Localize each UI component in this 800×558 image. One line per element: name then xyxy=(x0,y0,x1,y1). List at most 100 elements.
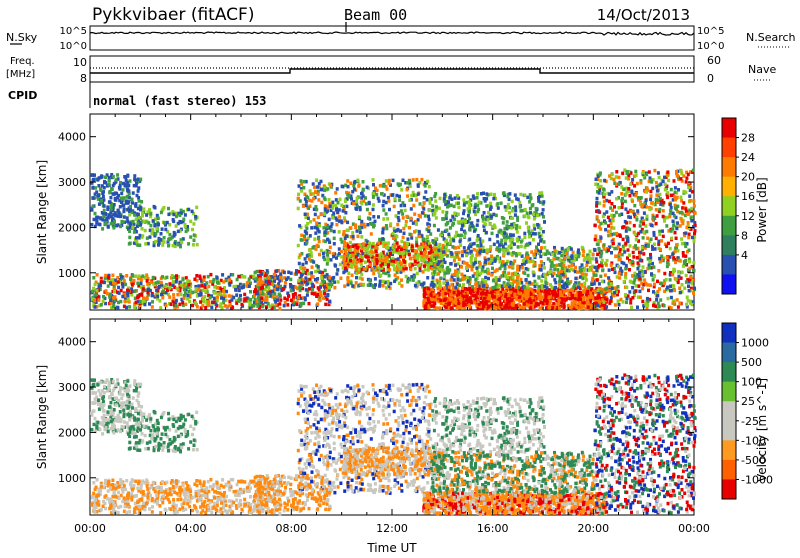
echo-cell xyxy=(408,233,411,237)
echo-cell xyxy=(494,285,497,289)
echo-cell xyxy=(228,283,231,287)
echo-cell xyxy=(385,212,388,216)
echo-cell xyxy=(497,206,500,210)
echo-cell xyxy=(91,186,94,190)
echo-cell xyxy=(335,198,338,202)
echo-cell xyxy=(127,298,130,302)
echo-cell xyxy=(303,180,306,184)
echo-cell xyxy=(124,300,127,304)
echo-cell xyxy=(126,174,129,178)
echo-cell xyxy=(507,226,510,230)
echo-cell xyxy=(526,285,529,289)
echo-cell xyxy=(488,297,491,301)
nsearch-tick-bottom: 10^0 xyxy=(697,41,724,52)
echo-cell xyxy=(561,247,564,251)
echo-cell xyxy=(103,204,106,208)
echo-cell xyxy=(144,229,147,233)
echo-cell xyxy=(121,295,124,299)
echo-cell xyxy=(470,257,473,261)
echo-cell xyxy=(562,273,565,277)
echo-cell xyxy=(405,275,408,279)
echo-cell xyxy=(196,305,199,309)
echo-cell xyxy=(189,220,192,224)
echo-cell xyxy=(244,298,247,302)
echo-cell xyxy=(470,301,473,305)
echo-cell xyxy=(544,277,547,281)
echo-cell xyxy=(298,285,301,289)
echo-cell xyxy=(538,235,541,239)
echo-cell xyxy=(539,250,542,254)
echo-cell xyxy=(505,208,508,212)
echo-cell xyxy=(310,226,313,230)
echo-cell xyxy=(543,266,546,270)
echo-cell xyxy=(143,220,146,224)
echo-cell xyxy=(118,211,121,215)
echo-cell xyxy=(413,275,416,279)
echo-cell xyxy=(459,240,462,244)
echo-cell xyxy=(351,253,354,257)
echo-cell xyxy=(136,243,139,247)
echo-cell xyxy=(117,301,120,305)
echo-cell xyxy=(180,241,183,245)
echo-cell xyxy=(459,234,462,238)
echo-cell xyxy=(372,272,375,276)
echo-cell xyxy=(360,220,363,224)
echo-cell xyxy=(204,306,207,310)
echo-cell xyxy=(315,208,318,212)
echo-cell xyxy=(449,240,452,244)
echo-cell xyxy=(329,204,332,208)
echo-cell xyxy=(413,255,416,259)
echo-cell xyxy=(479,262,482,266)
echo-cell xyxy=(381,231,384,235)
echo-cell xyxy=(328,218,331,222)
echo-cell xyxy=(374,277,377,281)
echo-cell xyxy=(358,215,361,219)
echo-cell xyxy=(550,265,553,269)
echo-cell xyxy=(382,280,385,284)
echo-cell xyxy=(352,235,355,239)
echo-cell xyxy=(109,200,112,204)
echo-cell xyxy=(134,289,137,293)
echo-cell xyxy=(372,242,375,246)
echo-cell xyxy=(389,282,392,286)
echo-cell xyxy=(474,288,477,292)
echo-cell xyxy=(97,184,100,188)
echo-cell xyxy=(317,216,320,220)
echo-cell xyxy=(107,284,110,288)
echo-cell xyxy=(217,281,220,285)
echo-cell xyxy=(477,234,480,238)
echo-cell xyxy=(528,200,531,204)
echo-cell xyxy=(438,207,441,211)
echo-cell xyxy=(354,207,357,211)
echo-cell xyxy=(300,189,303,193)
echo-cell xyxy=(496,240,499,244)
echo-cell xyxy=(259,290,262,294)
echo-cell xyxy=(400,278,403,282)
echo-cell xyxy=(309,220,312,224)
echo-cell xyxy=(164,285,167,289)
echo-cell xyxy=(125,306,128,310)
echo-cell xyxy=(313,237,316,241)
echo-cell xyxy=(403,232,406,236)
echo-cell xyxy=(400,188,403,192)
echo-cell xyxy=(589,291,592,295)
echo-cell xyxy=(339,277,342,281)
echo-cell xyxy=(385,245,388,249)
echo-cell xyxy=(504,306,507,310)
echo-cell xyxy=(131,201,134,205)
echo-cell xyxy=(523,271,526,275)
echo-cell xyxy=(465,201,468,205)
echo-cell xyxy=(126,195,129,199)
echo-cell xyxy=(346,179,349,183)
echo-cell xyxy=(498,284,501,288)
echo-cell xyxy=(571,256,574,260)
echo-cell xyxy=(99,216,102,220)
echo-cell xyxy=(427,215,430,219)
echo-cell xyxy=(511,200,514,204)
echo-cell xyxy=(286,303,289,307)
echo-cell xyxy=(164,228,167,232)
echo-cell xyxy=(484,280,487,284)
echo-cell xyxy=(585,264,588,268)
echo-cell xyxy=(430,294,433,298)
echo-cell xyxy=(455,253,458,256)
